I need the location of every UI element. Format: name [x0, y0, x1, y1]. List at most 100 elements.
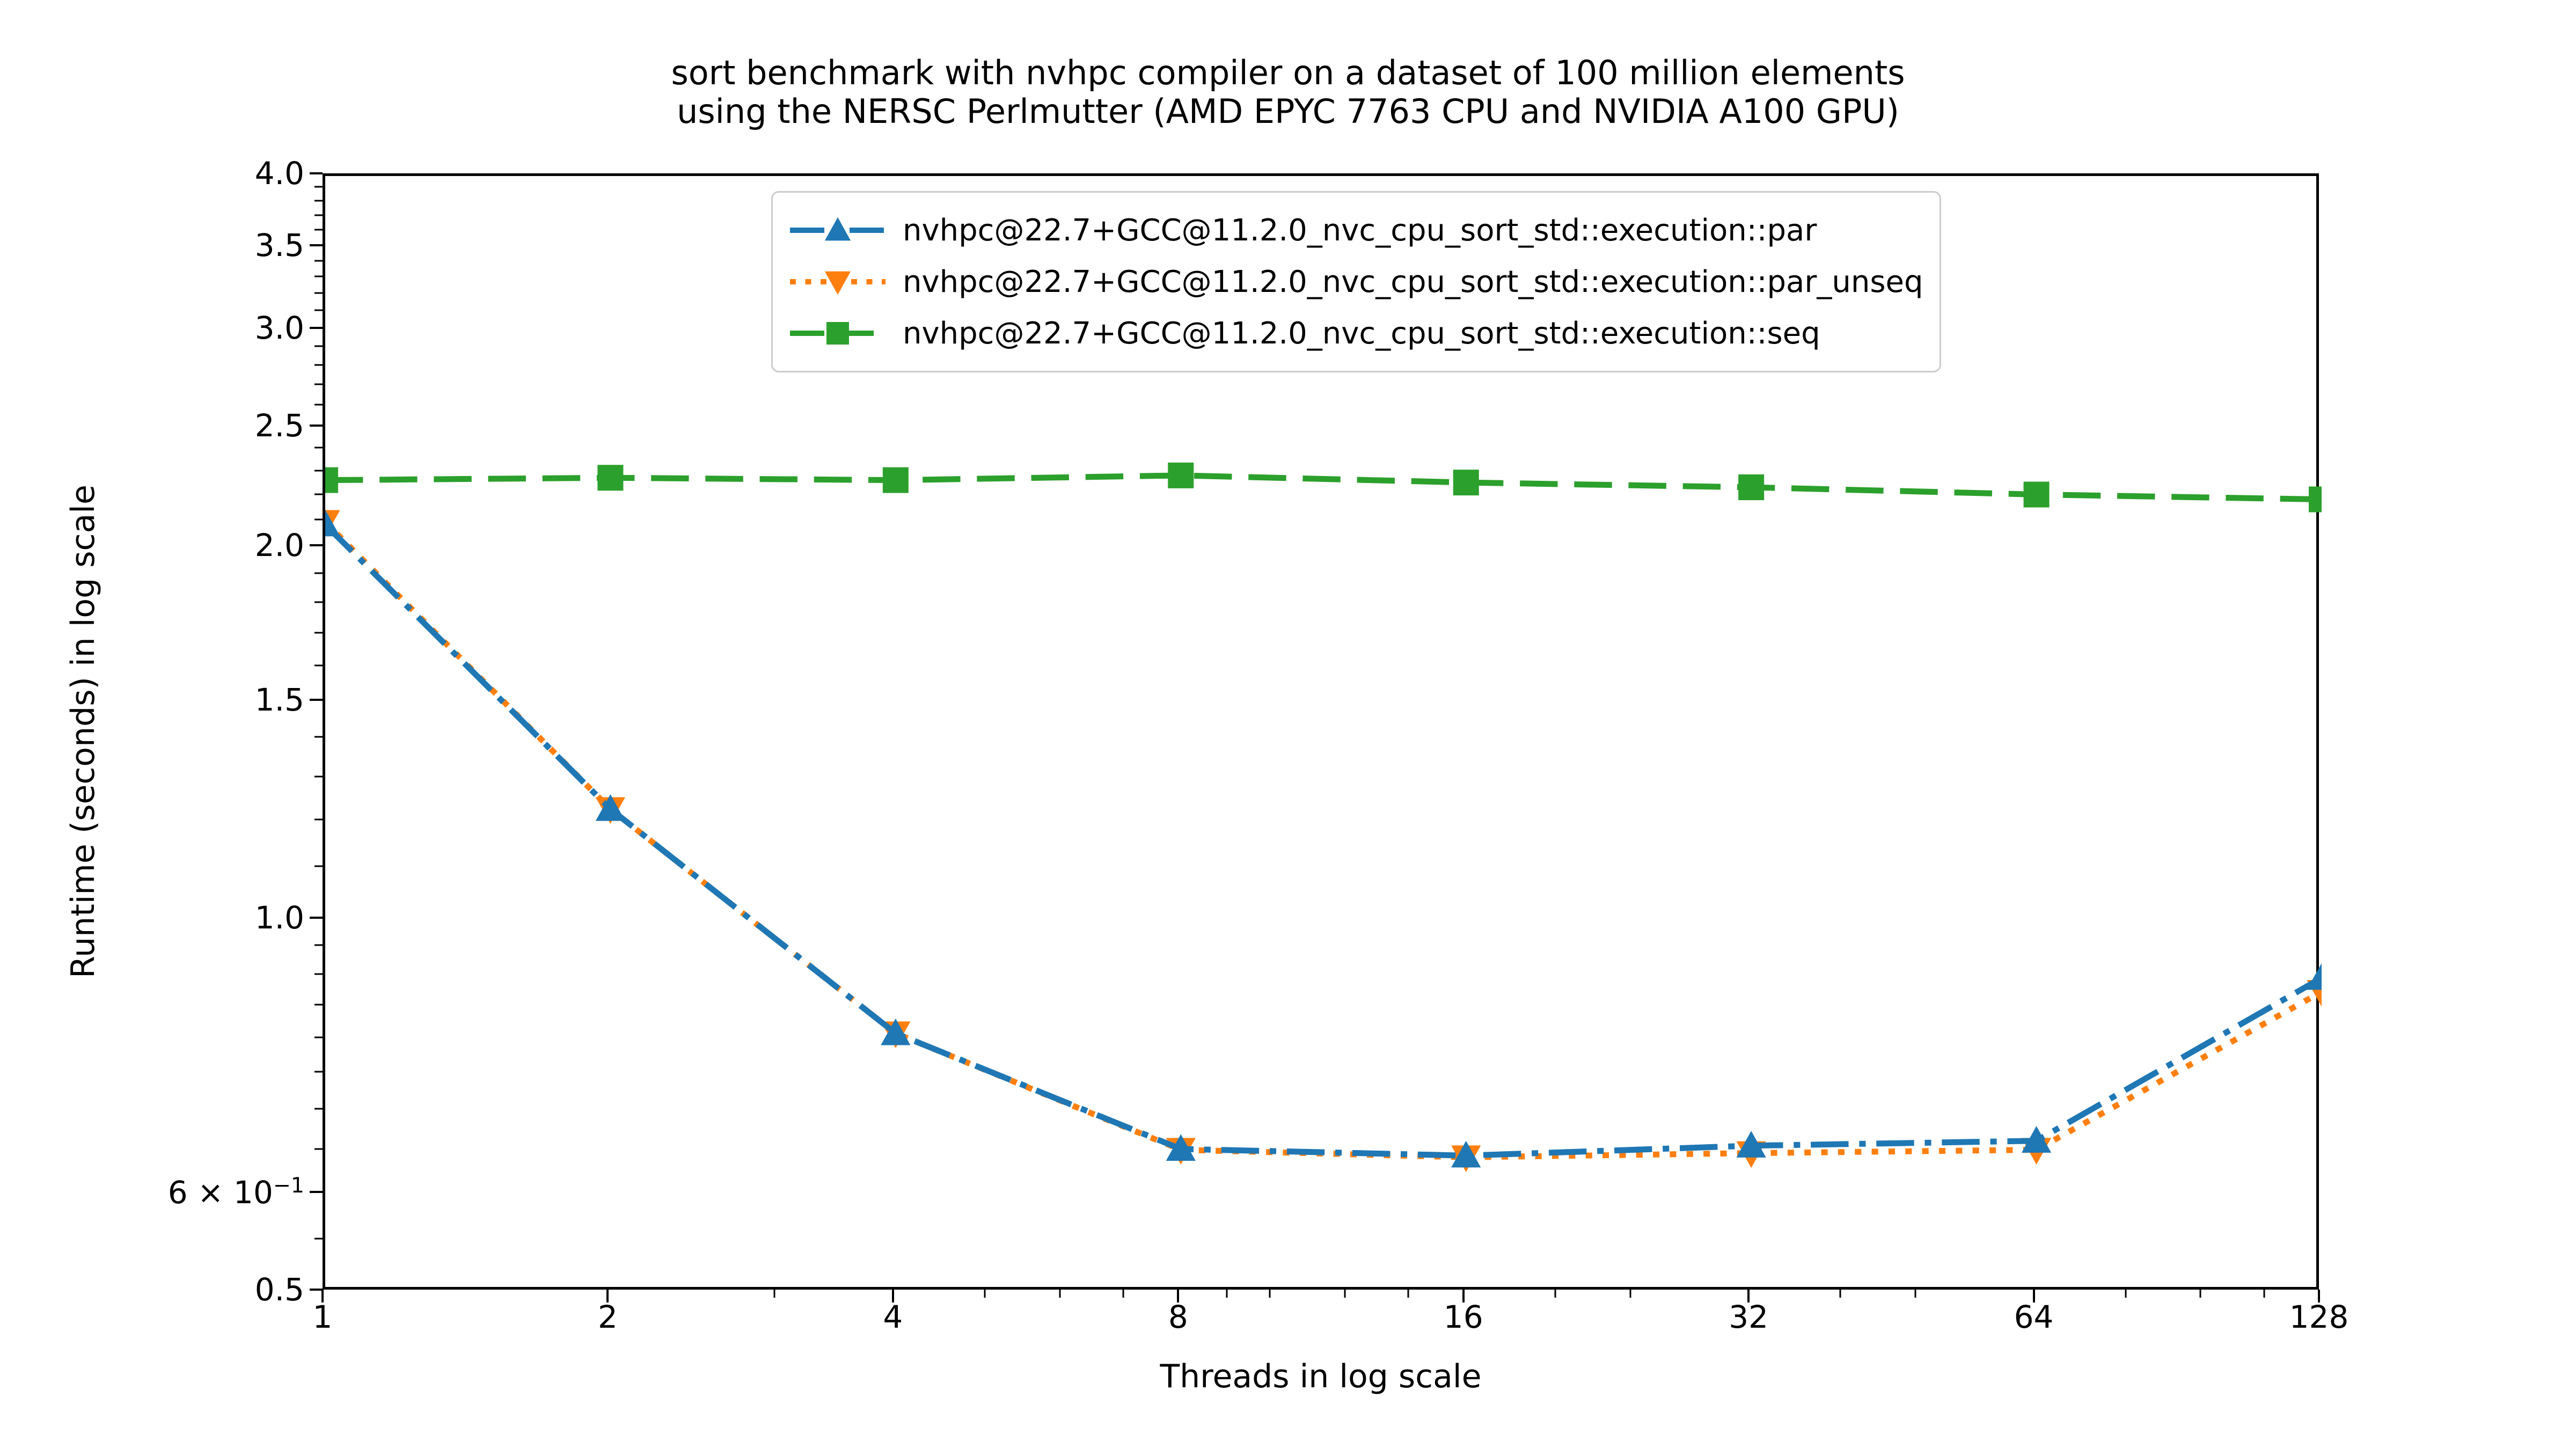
y-tick-mark-minor [314, 260, 323, 262]
legend-entry[interactable]: nvhpc@22.7+GCC@11.2.0_nvc_cpu_sort_std::… [787, 308, 1923, 359]
x-tick-mark-minor [1629, 1290, 1631, 1298]
y-tick-mark-minor [314, 944, 323, 946]
y-tick-mark [310, 244, 323, 246]
data-point-marker [1736, 1131, 1766, 1158]
chart-title-line-2: using the NERSC Perlmutter (AMD EPYC 776… [677, 91, 1899, 131]
x-tick-mark-minor [773, 1290, 775, 1298]
data-point-marker [325, 509, 340, 537]
y-tick-mark-minor [314, 775, 323, 778]
x-tick-mark-minor [2263, 1290, 2265, 1298]
x-tick-label: 8 [1168, 1299, 1188, 1335]
y-tick-label: 2.5 [254, 407, 304, 444]
data-point-marker [1453, 470, 1479, 496]
x-tick-mark [1747, 1290, 1750, 1302]
x-axis-label: Threads in log scale [1160, 1358, 1482, 1395]
data-point-marker [1168, 462, 1194, 488]
data-point-marker [325, 467, 338, 493]
series-line [325, 519, 2322, 1160]
y-tick-mark-minor [314, 275, 323, 277]
x-tick-mark [2318, 1290, 2320, 1302]
y-tick-mark-minor [314, 1071, 323, 1073]
y-tick-mark-minor [314, 818, 323, 821]
x-tick-mark [1177, 1290, 1180, 1302]
y-tick-label: 0.5 [254, 1271, 304, 1308]
y-tick-mark-minor [314, 200, 323, 202]
legend-entry[interactable]: nvhpc@22.7+GCC@11.2.0_nvc_cpu_sort_std::… [787, 204, 1923, 256]
data-point-marker [2307, 963, 2322, 990]
y-tick-mark-minor [314, 186, 323, 188]
x-tick-label: 16 [1443, 1299, 1483, 1335]
x-tick-mark-minor [984, 1290, 986, 1298]
y-tick-mark-minor [314, 309, 323, 311]
y-tick-mark [310, 326, 323, 329]
series-line [325, 472, 2322, 503]
legend-marker-triangle-up-icon [787, 214, 889, 246]
x-tick-mark-minor [2199, 1290, 2201, 1298]
x-tick-mark-minor [2125, 1290, 2127, 1298]
y-tick-mark-minor [314, 470, 323, 472]
x-tick-label: 2 [597, 1299, 618, 1335]
y-tick-mark [310, 1190, 323, 1193]
plot-area [323, 173, 2322, 1290]
legend-label: nvhpc@22.7+GCC@11.2.0_nvc_cpu_sort_std::… [903, 264, 1923, 299]
x-tick-mark-minor [1122, 1290, 1124, 1298]
data-point-marker [1451, 1140, 1481, 1168]
legend-marker-triangle-down-icon [787, 266, 889, 298]
y-tick-label: 1.0 [254, 899, 304, 936]
x-tick-mark [2032, 1290, 2035, 1302]
x-tick-mark [321, 1290, 324, 1302]
data-point-marker [595, 794, 626, 821]
x-tick-mark [891, 1290, 894, 1302]
chart-title: sort benchmark with nvhpc compiler on a … [0, 54, 2576, 131]
data-point-marker [882, 467, 909, 493]
y-tick-mark-minor [314, 1004, 323, 1006]
y-tick-mark [310, 172, 323, 174]
legend-marker-square-icon [787, 317, 889, 349]
data-point-marker [1166, 1134, 1196, 1161]
y-tick-mark-minor [314, 632, 323, 634]
y-tick-label: 3.0 [254, 309, 304, 346]
y-tick-label: 4.0 [254, 155, 304, 192]
chart-title-line-1: sort benchmark with nvhpc compiler on a … [671, 53, 1905, 92]
series-par [325, 509, 2322, 1168]
data-point-marker [2023, 481, 2050, 508]
y-tick-mark [310, 699, 323, 701]
y-tick-mark [310, 1289, 323, 1291]
y-tick-mark-minor [314, 1238, 323, 1240]
x-tick-label: 32 [1729, 1299, 1769, 1335]
y-tick-label: 1.5 [254, 682, 304, 719]
x-tick-mark-minor [1914, 1290, 1916, 1298]
x-tick-mark-minor [1344, 1290, 1346, 1298]
y-tick-mark-minor [314, 493, 323, 495]
y-tick-mark-minor [314, 364, 323, 366]
series-canvas [325, 462, 2322, 1172]
y-tick-mark-minor [314, 865, 323, 867]
y-tick-mark-minor [314, 383, 323, 385]
y-tick-mark [310, 425, 323, 427]
y-tick-mark-minor [314, 572, 323, 574]
x-tick-label: 128 [2289, 1299, 2349, 1335]
series-line [325, 522, 2322, 1159]
data-point-marker [1738, 474, 1765, 500]
y-tick-mark-minor [314, 518, 323, 521]
x-tick-mark-minor [1226, 1290, 1228, 1298]
y-tick-mark-minor [314, 601, 323, 603]
data-point-marker [2309, 486, 2322, 513]
y-tick-mark [310, 916, 323, 919]
y-tick-mark-minor [314, 1148, 323, 1150]
x-tick-mark-minor [1407, 1290, 1409, 1298]
series-seq [325, 462, 2322, 513]
y-tick-label: 6 × 10−1 [167, 1173, 304, 1211]
data-point-marker [2021, 1126, 2052, 1153]
y-tick-label: 2.0 [254, 527, 304, 564]
legend-entry[interactable]: nvhpc@22.7+GCC@11.2.0_nvc_cpu_sort_std::… [787, 256, 1923, 308]
x-tick-mark-minor [1059, 1290, 1061, 1298]
y-tick-mark-minor [314, 736, 323, 738]
y-tick-mark-minor [314, 229, 323, 231]
y-tick-mark-minor [314, 664, 323, 667]
legend-box[interactable]: nvhpc@22.7+GCC@11.2.0_nvc_cpu_sort_std::… [771, 191, 1941, 372]
y-tick-mark-minor [314, 447, 323, 449]
legend-label: nvhpc@22.7+GCC@11.2.0_nvc_cpu_sort_std::… [903, 213, 1817, 248]
y-tick-mark-minor [314, 214, 323, 216]
